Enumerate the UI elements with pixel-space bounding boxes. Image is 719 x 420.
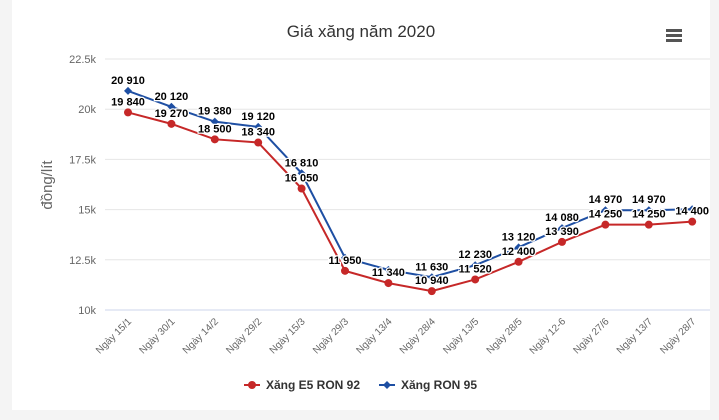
data-label: 14 970 (589, 194, 623, 206)
x-tick-label: Ngày 29/3 (311, 316, 351, 356)
data-point[interactable] (341, 253, 349, 262)
data-point[interactable] (254, 138, 263, 147)
data-point[interactable] (254, 122, 263, 131)
x-tick-label: Ngày 15/1 (94, 316, 134, 356)
data-point[interactable] (124, 108, 132, 117)
data-label: 14 400 (675, 206, 709, 218)
x-tick-label: Ngày 15/3 (268, 316, 308, 356)
data-label: 16 810 (285, 157, 319, 169)
chart-card: Giá xăng năm 2020 10k 12.5k 15k 17.5k 20k 22.5… (12, 0, 710, 410)
data-label: 11 950 (328, 255, 361, 267)
data-point[interactable] (341, 266, 349, 275)
series-line (127, 111, 693, 293)
y-tick-label: 15k (78, 205, 96, 217)
data-point[interactable] (688, 217, 697, 226)
data-label: 14 250 (589, 209, 623, 221)
data-label: 20 910 (111, 75, 145, 87)
data-point[interactable] (427, 273, 436, 282)
data-point[interactable] (167, 102, 176, 111)
data-point[interactable] (297, 184, 306, 193)
x-tick-label: Ngày 14/2 (181, 316, 221, 356)
data-label: 12 230 (458, 249, 492, 261)
legend-label[interactable]: Xăng RON 95 (401, 378, 477, 392)
data-point[interactable] (384, 279, 393, 288)
data-point[interactable] (558, 237, 566, 246)
data-point[interactable] (124, 86, 132, 95)
data-label: 18 340 (241, 127, 275, 139)
data-label: 18 500 (198, 123, 232, 135)
data-point[interactable] (644, 206, 653, 215)
data-label: 16 050 (285, 173, 319, 185)
data-label: 11 340 (372, 267, 405, 279)
data-point[interactable] (471, 261, 480, 270)
data-point[interactable] (514, 243, 523, 252)
data-label: 13 390 (545, 226, 579, 238)
data-point[interactable] (384, 265, 393, 274)
x-tick-label: Ngày 12-6 (528, 316, 569, 357)
data-point[interactable] (558, 224, 566, 233)
data-point[interactable] (514, 257, 523, 266)
data-point[interactable] (688, 205, 697, 214)
data-point[interactable] (167, 119, 176, 128)
data-label: 19 840 (111, 96, 145, 108)
data-label: 19 270 (155, 108, 189, 120)
data-point[interactable] (471, 275, 480, 284)
hamburger-menu-icon[interactable] (666, 29, 682, 42)
x-tick-label: Ngày 28/7 (658, 316, 698, 356)
legend-marker (248, 381, 256, 389)
y-tick-label: 10k (78, 305, 96, 317)
y-tick-label: 20k (78, 104, 96, 116)
data-point[interactable] (601, 220, 610, 229)
y-tick-label: 17.5k (69, 154, 96, 166)
x-tick-label: Ngày 29/2 (224, 316, 264, 356)
data-point[interactable] (210, 117, 219, 126)
data-label: 14 250 (632, 209, 666, 221)
data-label: 19 120 (241, 111, 275, 123)
data-point[interactable] (210, 135, 219, 144)
data-label: 13 120 (502, 231, 536, 243)
data-label: 19 380 (198, 106, 232, 118)
line-chart: Giá xăng năm 2020 10k 12.5k 15k 17.5k 20k 22.5… (39, 22, 710, 392)
data-point[interactable] (297, 169, 306, 178)
x-tick-label: Ngày 28/4 (398, 316, 438, 356)
data-label: 20 120 (155, 91, 189, 103)
data-point[interactable] (644, 220, 653, 229)
x-tick-label: Ngày 13/4 (355, 316, 395, 356)
y-tick-label: 12.5k (69, 255, 96, 267)
x-tick-label: Ngày 30/1 (138, 316, 178, 356)
series-line (127, 89, 693, 279)
data-label: 11 630 (415, 261, 448, 273)
data-point[interactable] (601, 206, 610, 215)
data-label: 10 940 (415, 275, 449, 287)
data-label: 12 400 (502, 246, 536, 258)
x-tick-label: Ngày 13/7 (615, 316, 655, 356)
data-label: 14 080 (545, 212, 579, 224)
data-label: 11 520 (459, 263, 492, 275)
x-tick-label: Ngày 13/5 (441, 316, 481, 356)
x-tick-label: Ngày 28/5 (485, 316, 525, 356)
legend-marker (383, 381, 391, 389)
data-point[interactable] (427, 287, 436, 296)
chart-title: Giá xăng năm 2020 (287, 22, 435, 41)
data-label: 14 970 (632, 194, 666, 206)
y-tick-label: 22.5k (69, 54, 96, 66)
y-axis-title: đồng/lít (39, 160, 56, 210)
x-tick-label: Ngày 27/6 (572, 316, 612, 356)
legend-label[interactable]: Xăng E5 RON 92 (266, 378, 360, 392)
